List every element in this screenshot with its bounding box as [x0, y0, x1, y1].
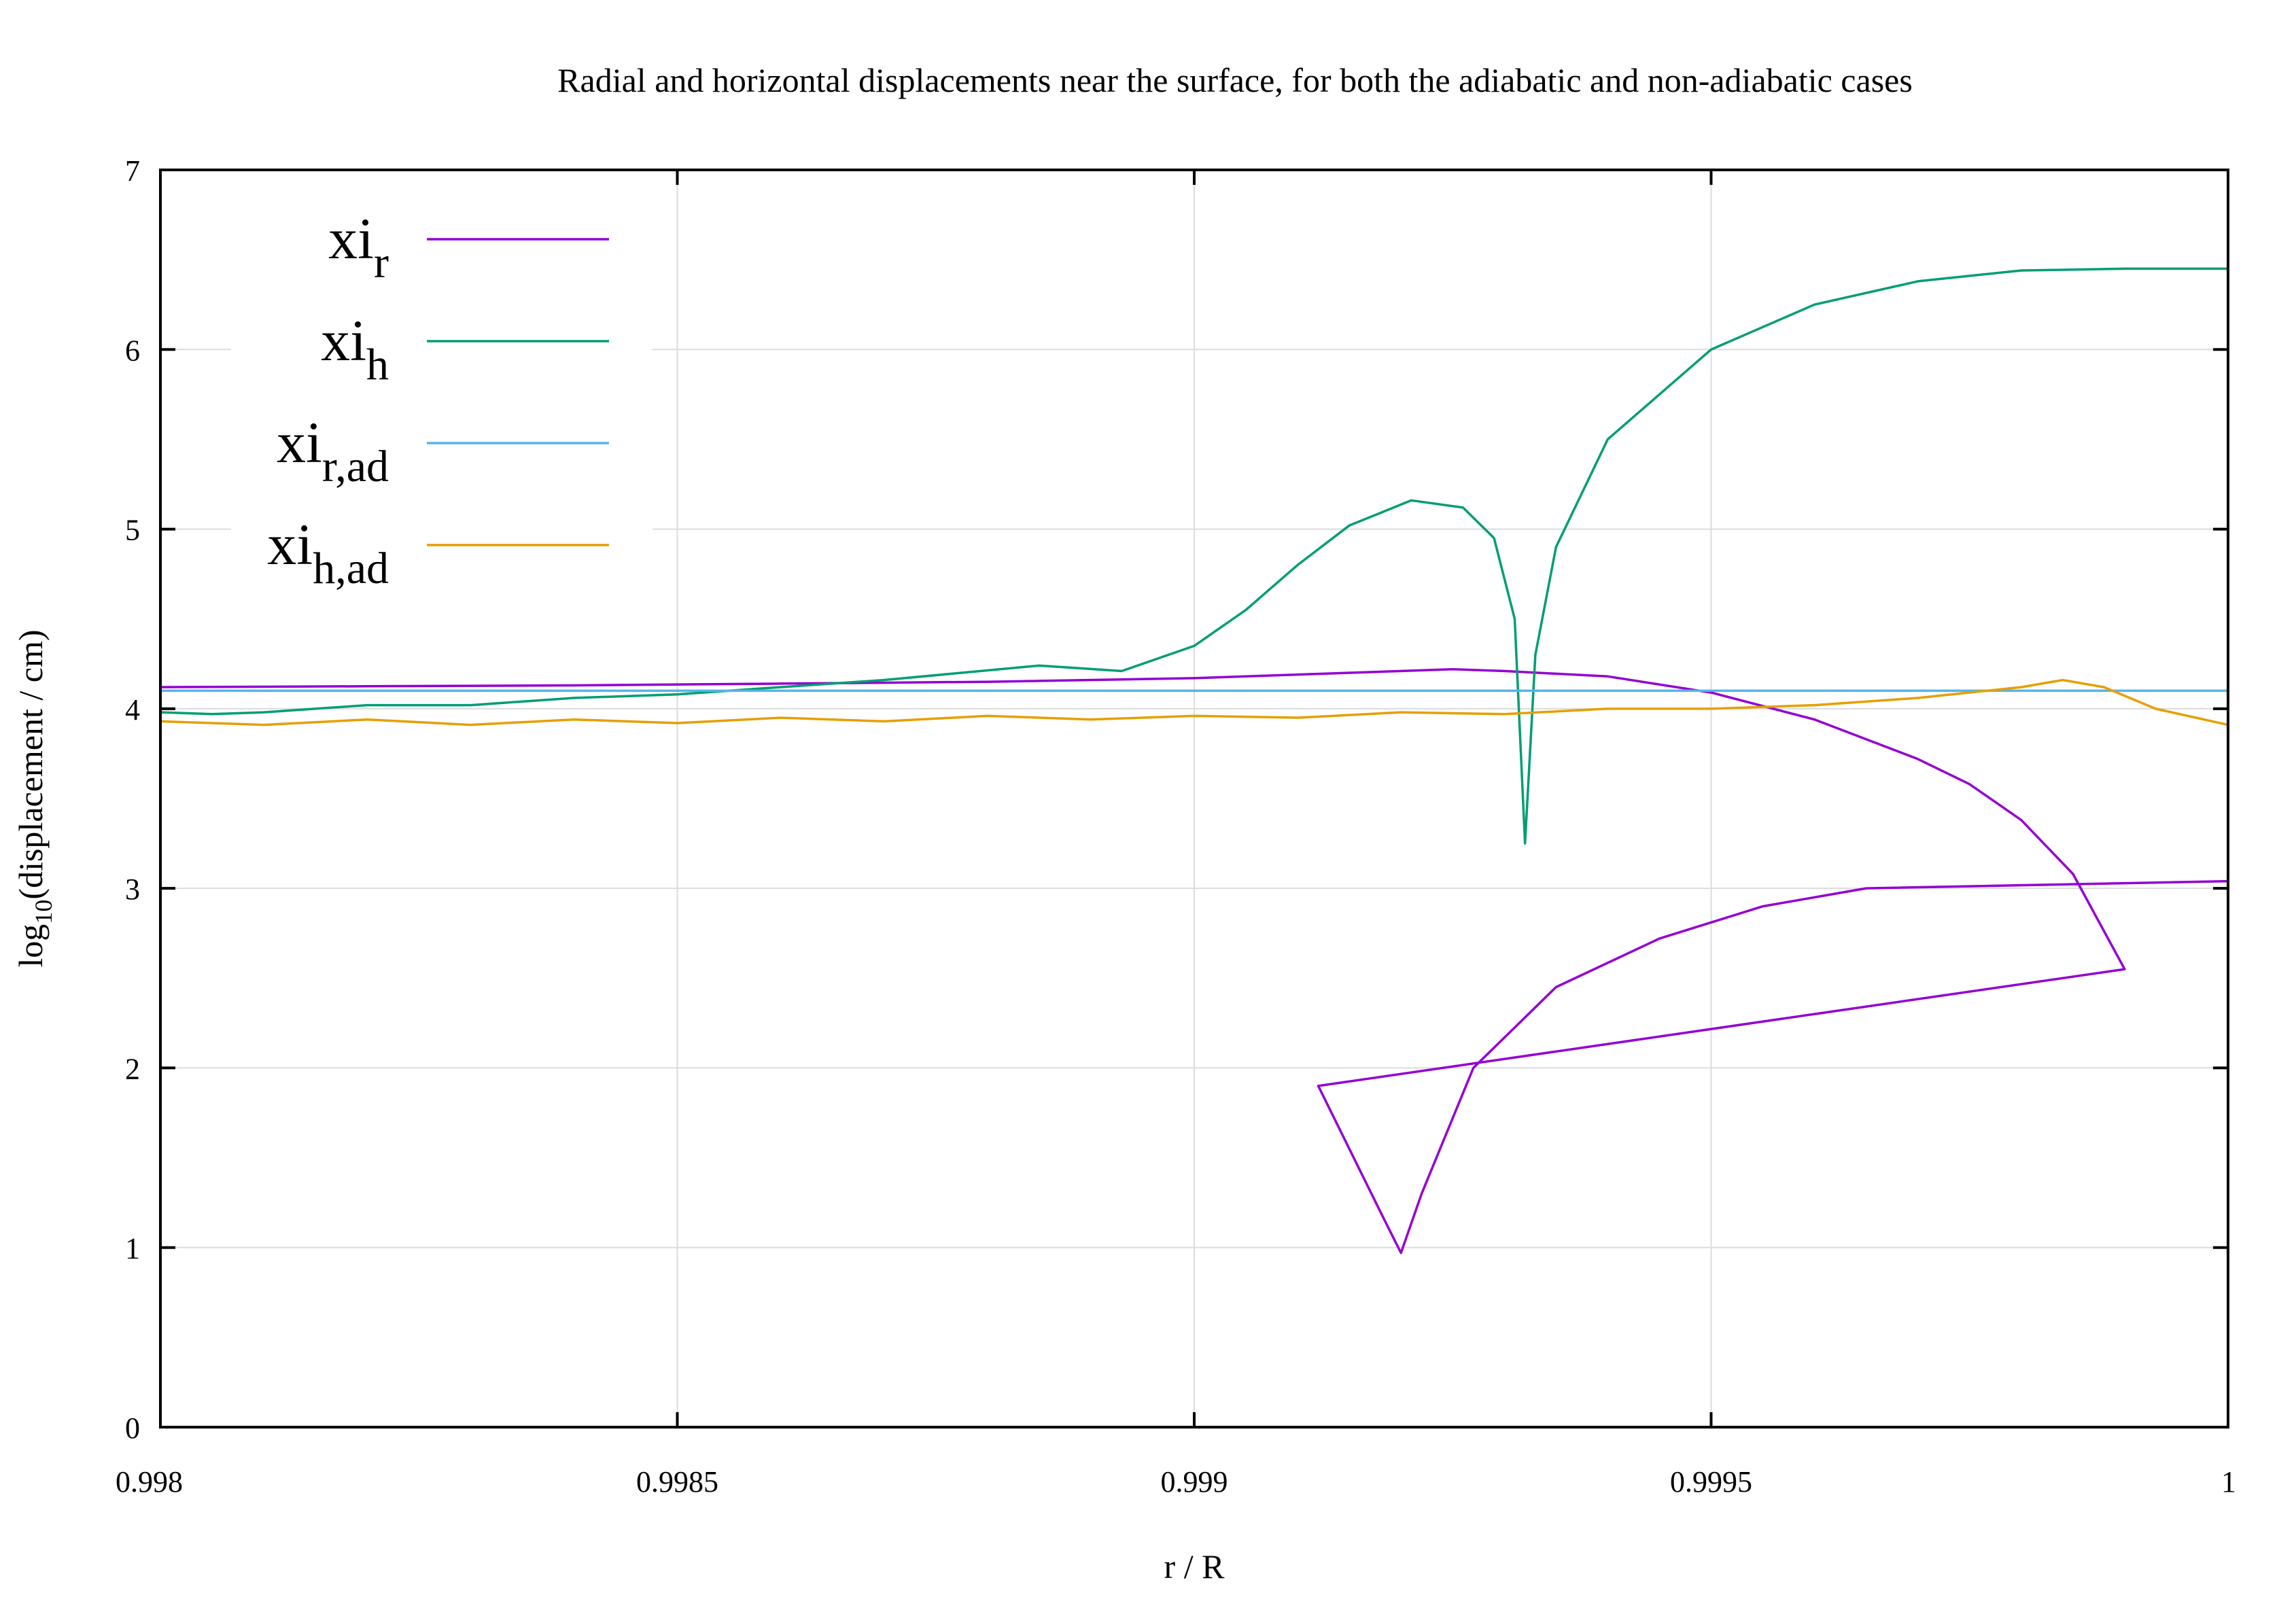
y-tick-label: 1 — [125, 1232, 140, 1265]
legend-label-main: xi — [277, 410, 322, 475]
x-tick-label: 1 — [2221, 1465, 2236, 1499]
x-tick-label: 0.9985 — [636, 1465, 718, 1499]
y-tick-label: 4 — [125, 693, 140, 726]
legend-box — [231, 175, 653, 597]
legend-label-main: xi — [321, 308, 366, 373]
series-line-xi-h — [160, 267, 2228, 845]
legend-label: xih — [321, 308, 389, 389]
legend-label: xir — [328, 206, 389, 287]
x-axis-label: r / R — [1164, 1547, 1225, 1585]
y-tick-label: 2 — [125, 1052, 140, 1085]
y-tick-label: 7 — [125, 154, 140, 188]
y-axis-label-rest: (displacement / cm) — [12, 630, 50, 900]
legend-label: xir,ad — [277, 410, 389, 491]
series-line-xi-r — [160, 667, 2229, 1255]
axis-ticks: 0.998 0.9985 0.999 0.9995 1 0 1 2 3 4 5 6 7 — [116, 154, 2236, 1499]
legend-label-subscript: r,ad — [322, 442, 389, 491]
y-tick-label: 6 — [125, 334, 140, 367]
y-axis-label: log10(displacement / cm) — [12, 630, 57, 968]
series-line-xi-h-ad — [160, 678, 2229, 726]
x-tick-label: 0.9995 — [1670, 1465, 1752, 1499]
x-tick-label: 0.998 — [116, 1465, 183, 1499]
y-tick-label: 0 — [125, 1412, 140, 1445]
series-lines — [160, 267, 2229, 1255]
legend-label-subscript: r — [374, 238, 389, 287]
legend-label-subscript: h,ad — [313, 544, 389, 593]
legend-label-subscript: h — [366, 340, 389, 389]
y-axis-label-subscript: 10 — [30, 900, 57, 924]
chart-title: Radial and horizontal displacements near… — [557, 61, 1913, 99]
legend-label-main: xi — [267, 512, 313, 577]
legend-label-main: xi — [328, 206, 374, 271]
y-axis-label-log: log — [12, 924, 50, 968]
x-tick-label: 0.999 — [1161, 1465, 1228, 1499]
legend-label: xih,ad — [267, 512, 389, 593]
y-tick-label: 3 — [125, 873, 140, 906]
y-tick-label: 5 — [125, 514, 140, 547]
